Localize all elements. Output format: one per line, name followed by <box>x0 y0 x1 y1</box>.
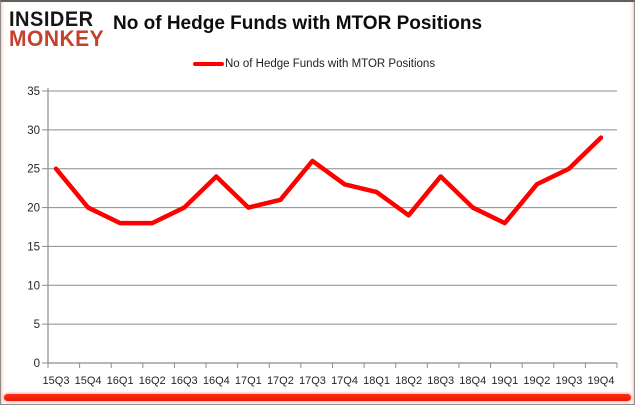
x-axis-label: 17Q4 <box>331 375 358 387</box>
x-axis-label: 16Q4 <box>203 375 230 387</box>
x-axis-label: 18Q2 <box>395 375 422 387</box>
x-axis-label: 19Q2 <box>523 375 550 387</box>
y-axis-label: 25 <box>27 164 40 176</box>
logo-text-monkey: MONKEY <box>9 26 105 51</box>
insider-monkey-logo: INSIDER MONKEY <box>9 9 104 50</box>
x-axis-label: 17Q3 <box>299 375 326 387</box>
chart-title: No of Hedge Funds with MTOR Positions <box>113 13 483 34</box>
x-axis-label: 15Q3 <box>43 375 70 387</box>
x-axis-label: 16Q3 <box>171 375 198 387</box>
x-axis-label: 19Q3 <box>555 375 582 387</box>
x-axis-label: 17Q2 <box>267 375 294 387</box>
x-axis-label: 16Q2 <box>139 375 166 387</box>
logo-text-insider: INSIDER <box>9 7 94 32</box>
chart-legend: No of Hedge Funds with MTOR Positions <box>193 58 435 70</box>
x-axis-label: 18Q4 <box>459 375 486 387</box>
x-axis-label: 19Q1 <box>491 375 518 387</box>
y-axis-label: 0 <box>34 358 40 370</box>
x-axis-label: 18Q3 <box>427 375 454 387</box>
y-axis-label: 5 <box>34 319 40 331</box>
x-axis-label: 18Q1 <box>363 375 390 387</box>
y-axis-label: 10 <box>27 280 40 292</box>
legend-line-swatch <box>193 62 224 66</box>
x-axis-label: 16Q1 <box>107 375 134 387</box>
x-axis-label: 19Q4 <box>588 375 615 387</box>
y-axis-label: 35 <box>27 86 40 98</box>
legend-label: No of Hedge Funds with MTOR Positions <box>225 58 436 70</box>
bottom-red-bar <box>4 394 631 401</box>
x-axis-label: 15Q4 <box>75 375 102 387</box>
x-axis-label: 17Q1 <box>235 375 262 387</box>
series-line <box>53 135 604 226</box>
y-axis-label: 15 <box>27 241 40 253</box>
y-axis-label: 30 <box>27 125 40 137</box>
y-axis-label: 20 <box>27 203 40 215</box>
